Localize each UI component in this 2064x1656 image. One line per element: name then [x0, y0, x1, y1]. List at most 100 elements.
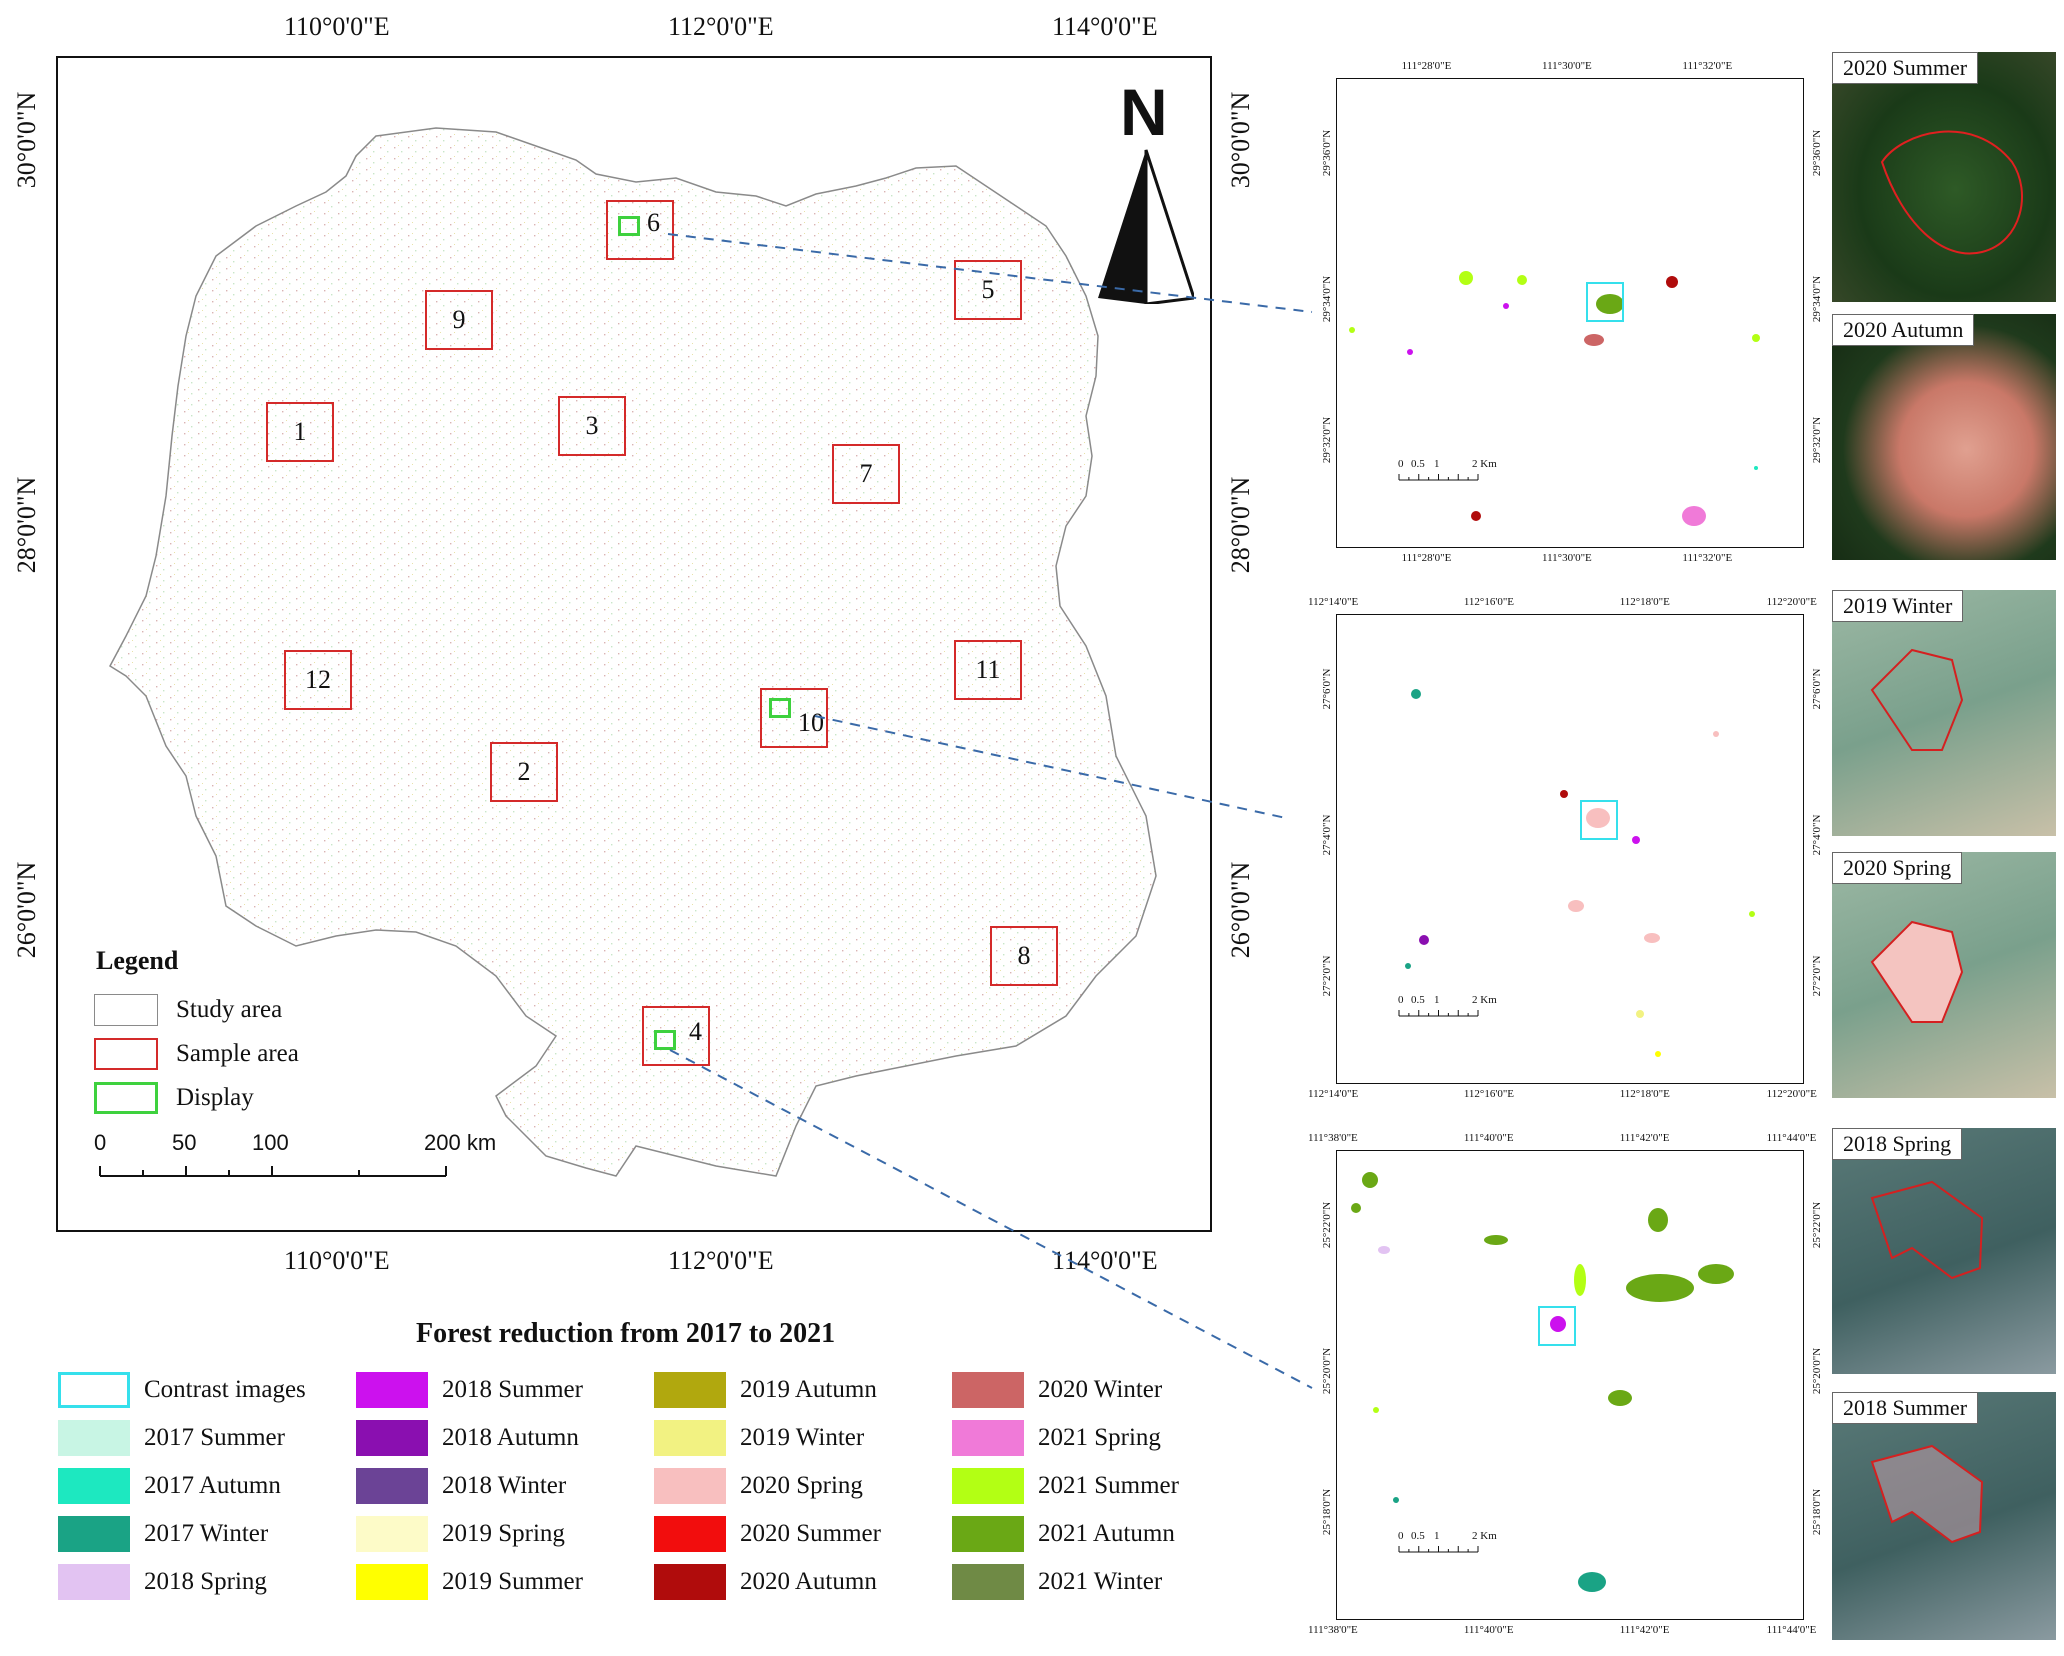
inset-right-lat-label: 27°6'0"N	[1811, 668, 1823, 710]
thumbnail-label: 2020 Summer	[1832, 52, 1979, 84]
inset-right-lat-label: 29°32'0"N	[1811, 416, 1823, 464]
thumbnail-label: 2020 Spring	[1832, 852, 1963, 884]
inset-top-lon-label: 112°14'0"E	[1308, 596, 1359, 608]
forest-legend-swatch	[654, 1516, 726, 1552]
inset-scale-label: 1	[1434, 1530, 1440, 1542]
thumbnail-2018-spring: 2018 Spring	[1832, 1128, 2056, 1374]
inset-top-lon-label: 111°40'0"E	[1463, 1132, 1514, 1144]
inset-left-lat-label: 29°32'0"N	[1321, 416, 1333, 464]
forest-legend-swatch	[356, 1420, 428, 1456]
forest-legend-label: 2017 Autumn	[144, 1472, 281, 1499]
legend-label: Display	[176, 1084, 254, 1111]
forest-legend-label: 2017 Summer	[144, 1424, 285, 1451]
inset-scale-label: 0.5	[1411, 994, 1425, 1006]
inset-scale-bar	[1398, 474, 1479, 481]
legend-item-display: Display	[94, 1082, 254, 1114]
forest-legend-label: 2018 Autumn	[442, 1424, 579, 1451]
scale-tick-label: 100	[252, 1130, 289, 1155]
inset-map-frame	[1336, 78, 1804, 548]
display-box-6	[618, 216, 640, 236]
forest-legend-label: 2018 Summer	[442, 1376, 583, 1403]
thumbnail-2019-winter: 2019 Winter	[1832, 590, 2056, 836]
forest-legend-item: 2019 Winter	[654, 1420, 864, 1456]
forest-legend-item: 2020 Winter	[952, 1372, 1162, 1408]
forest-legend-swatch	[356, 1372, 428, 1408]
legend-item-study-area: Study area	[94, 994, 282, 1026]
inset-bottom-lon-label: 112°14'0"E	[1308, 1088, 1359, 1100]
inset-right-lat-label: 27°2'0"N	[1811, 955, 1823, 997]
forest-legend-item: 2019 Autumn	[654, 1372, 877, 1408]
inset-top-lon-label: 111°32'0"E	[1682, 60, 1733, 72]
display-box-4	[654, 1030, 676, 1050]
forest-legend-item: 2017 Winter	[58, 1516, 268, 1552]
outline-icon	[1870, 648, 1964, 751]
inset-scale-label: 1	[1434, 458, 1440, 470]
sample-area-3: 3	[558, 396, 626, 456]
inset-left-lat-label: 29°36'0"N	[1321, 130, 1333, 177]
inset-top-lon-label: 111°42'0"E	[1619, 1132, 1670, 1144]
thumbnail-label: 2019 Winter	[1832, 590, 1964, 622]
inset-bottom-lon-label: 111°38'0"E	[1308, 1624, 1358, 1636]
scale-tick-label: 200 km	[424, 1130, 497, 1155]
forest-legend-item: 2018 Winter	[356, 1468, 566, 1504]
inset-bottom-lon-label: 111°28'0"E	[1401, 552, 1452, 564]
sample-area-12: 12	[284, 650, 352, 710]
inset-2-features	[1405, 689, 1755, 1057]
sample-area-6: 6	[606, 200, 674, 260]
outline-icon	[1870, 1444, 1984, 1544]
inset-top-lon-label: 111°30'0"E	[1542, 60, 1592, 72]
sample-area-1: 1	[266, 402, 334, 462]
sample-area-8: 8	[990, 926, 1058, 986]
inset-right-lat-label: 27°4'0"N	[1811, 814, 1823, 856]
inset-bottom-lon-label: 111°40'0"E	[1463, 1624, 1514, 1636]
thumbnail-label: 2018 Summer	[1832, 1392, 1979, 1424]
contrast-box-3	[1538, 1306, 1576, 1346]
forest-legend-item: Contrast images	[58, 1372, 306, 1408]
inset-scale-label: 2 Km	[1472, 1530, 1497, 1542]
inset-scale-label: 0	[1398, 1530, 1404, 1542]
legend-label: Study area	[176, 996, 283, 1023]
bottom-lon-label: 112°0'0"E	[668, 1246, 774, 1275]
inset-top-lon-label: 111°44'0"E	[1766, 1132, 1817, 1144]
inset-scale-label: 1	[1434, 994, 1440, 1006]
forest-legend-label: 2021 Spring	[1038, 1424, 1161, 1451]
inset-bottom-lon-label: 112°20'0"E	[1766, 1088, 1817, 1100]
forest-legend-label: 2020 Winter	[1038, 1376, 1163, 1403]
contrast-box-2	[1580, 800, 1618, 840]
inset-scale-label: 2 Km	[1472, 458, 1497, 470]
forest-legend-swatch	[952, 1372, 1024, 1408]
inset-bottom-lon-label: 112°16'0"E	[1463, 1088, 1515, 1100]
inset-left-lat-label: 25°22'0"N	[1321, 1202, 1333, 1249]
forest-legend-swatch	[654, 1420, 726, 1456]
forest-legend-item: 2018 Autumn	[356, 1420, 579, 1456]
forest-legend-swatch	[58, 1516, 130, 1552]
forest-legend-label: 2021 Autumn	[1038, 1520, 1175, 1547]
inset-3-features	[1351, 1172, 1734, 1592]
north-arrow-icon	[1098, 149, 1194, 304]
inset-right-lat-label: 29°36'0"N	[1811, 130, 1823, 177]
forest-legend-label: 2019 Summer	[442, 1568, 583, 1595]
outline-icon	[1870, 1180, 1984, 1280]
inset-left-lat-label: 27°6'0"N	[1321, 668, 1333, 710]
forest-legend-item: 2020 Spring	[654, 1468, 863, 1504]
forest-legend-item: 2021 Winter	[952, 1564, 1162, 1600]
inset-bottom-lon-label: 111°32'0"E	[1682, 552, 1733, 564]
inset-scale-bar	[1398, 1546, 1479, 1553]
inset-left-lat-label: 25°18'0"N	[1321, 1488, 1333, 1536]
forest-legend-label: Contrast images	[144, 1376, 306, 1403]
sample-area-7: 7	[832, 444, 900, 504]
inset-bottom-lon-label: 111°30'0"E	[1542, 552, 1592, 564]
inset-scale-label: 0.5	[1411, 1530, 1425, 1542]
forest-legend-item: 2017 Autumn	[58, 1468, 281, 1504]
forest-legend-label: 2018 Winter	[442, 1472, 567, 1499]
top-lon-label: 112°0'0"E	[668, 12, 774, 41]
forest-legend-label: 2019 Winter	[740, 1424, 865, 1451]
forest-legend-swatch	[952, 1564, 1024, 1600]
sample-area-11: 11	[954, 640, 1022, 700]
inset-top-lon-label: 112°16'0"E	[1463, 596, 1515, 608]
forest-legend-label: 2021 Summer	[1038, 1472, 1179, 1499]
inset-map-frame	[1336, 1150, 1804, 1620]
inset-scale-label: 0	[1398, 458, 1404, 470]
forest-legend-item: 2018 Summer	[356, 1372, 583, 1408]
legend-item-sample-area: Sample area	[94, 1038, 299, 1070]
